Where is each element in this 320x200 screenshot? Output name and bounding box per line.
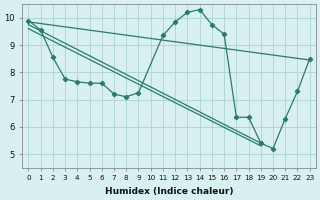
X-axis label: Humidex (Indice chaleur): Humidex (Indice chaleur) — [105, 187, 233, 196]
